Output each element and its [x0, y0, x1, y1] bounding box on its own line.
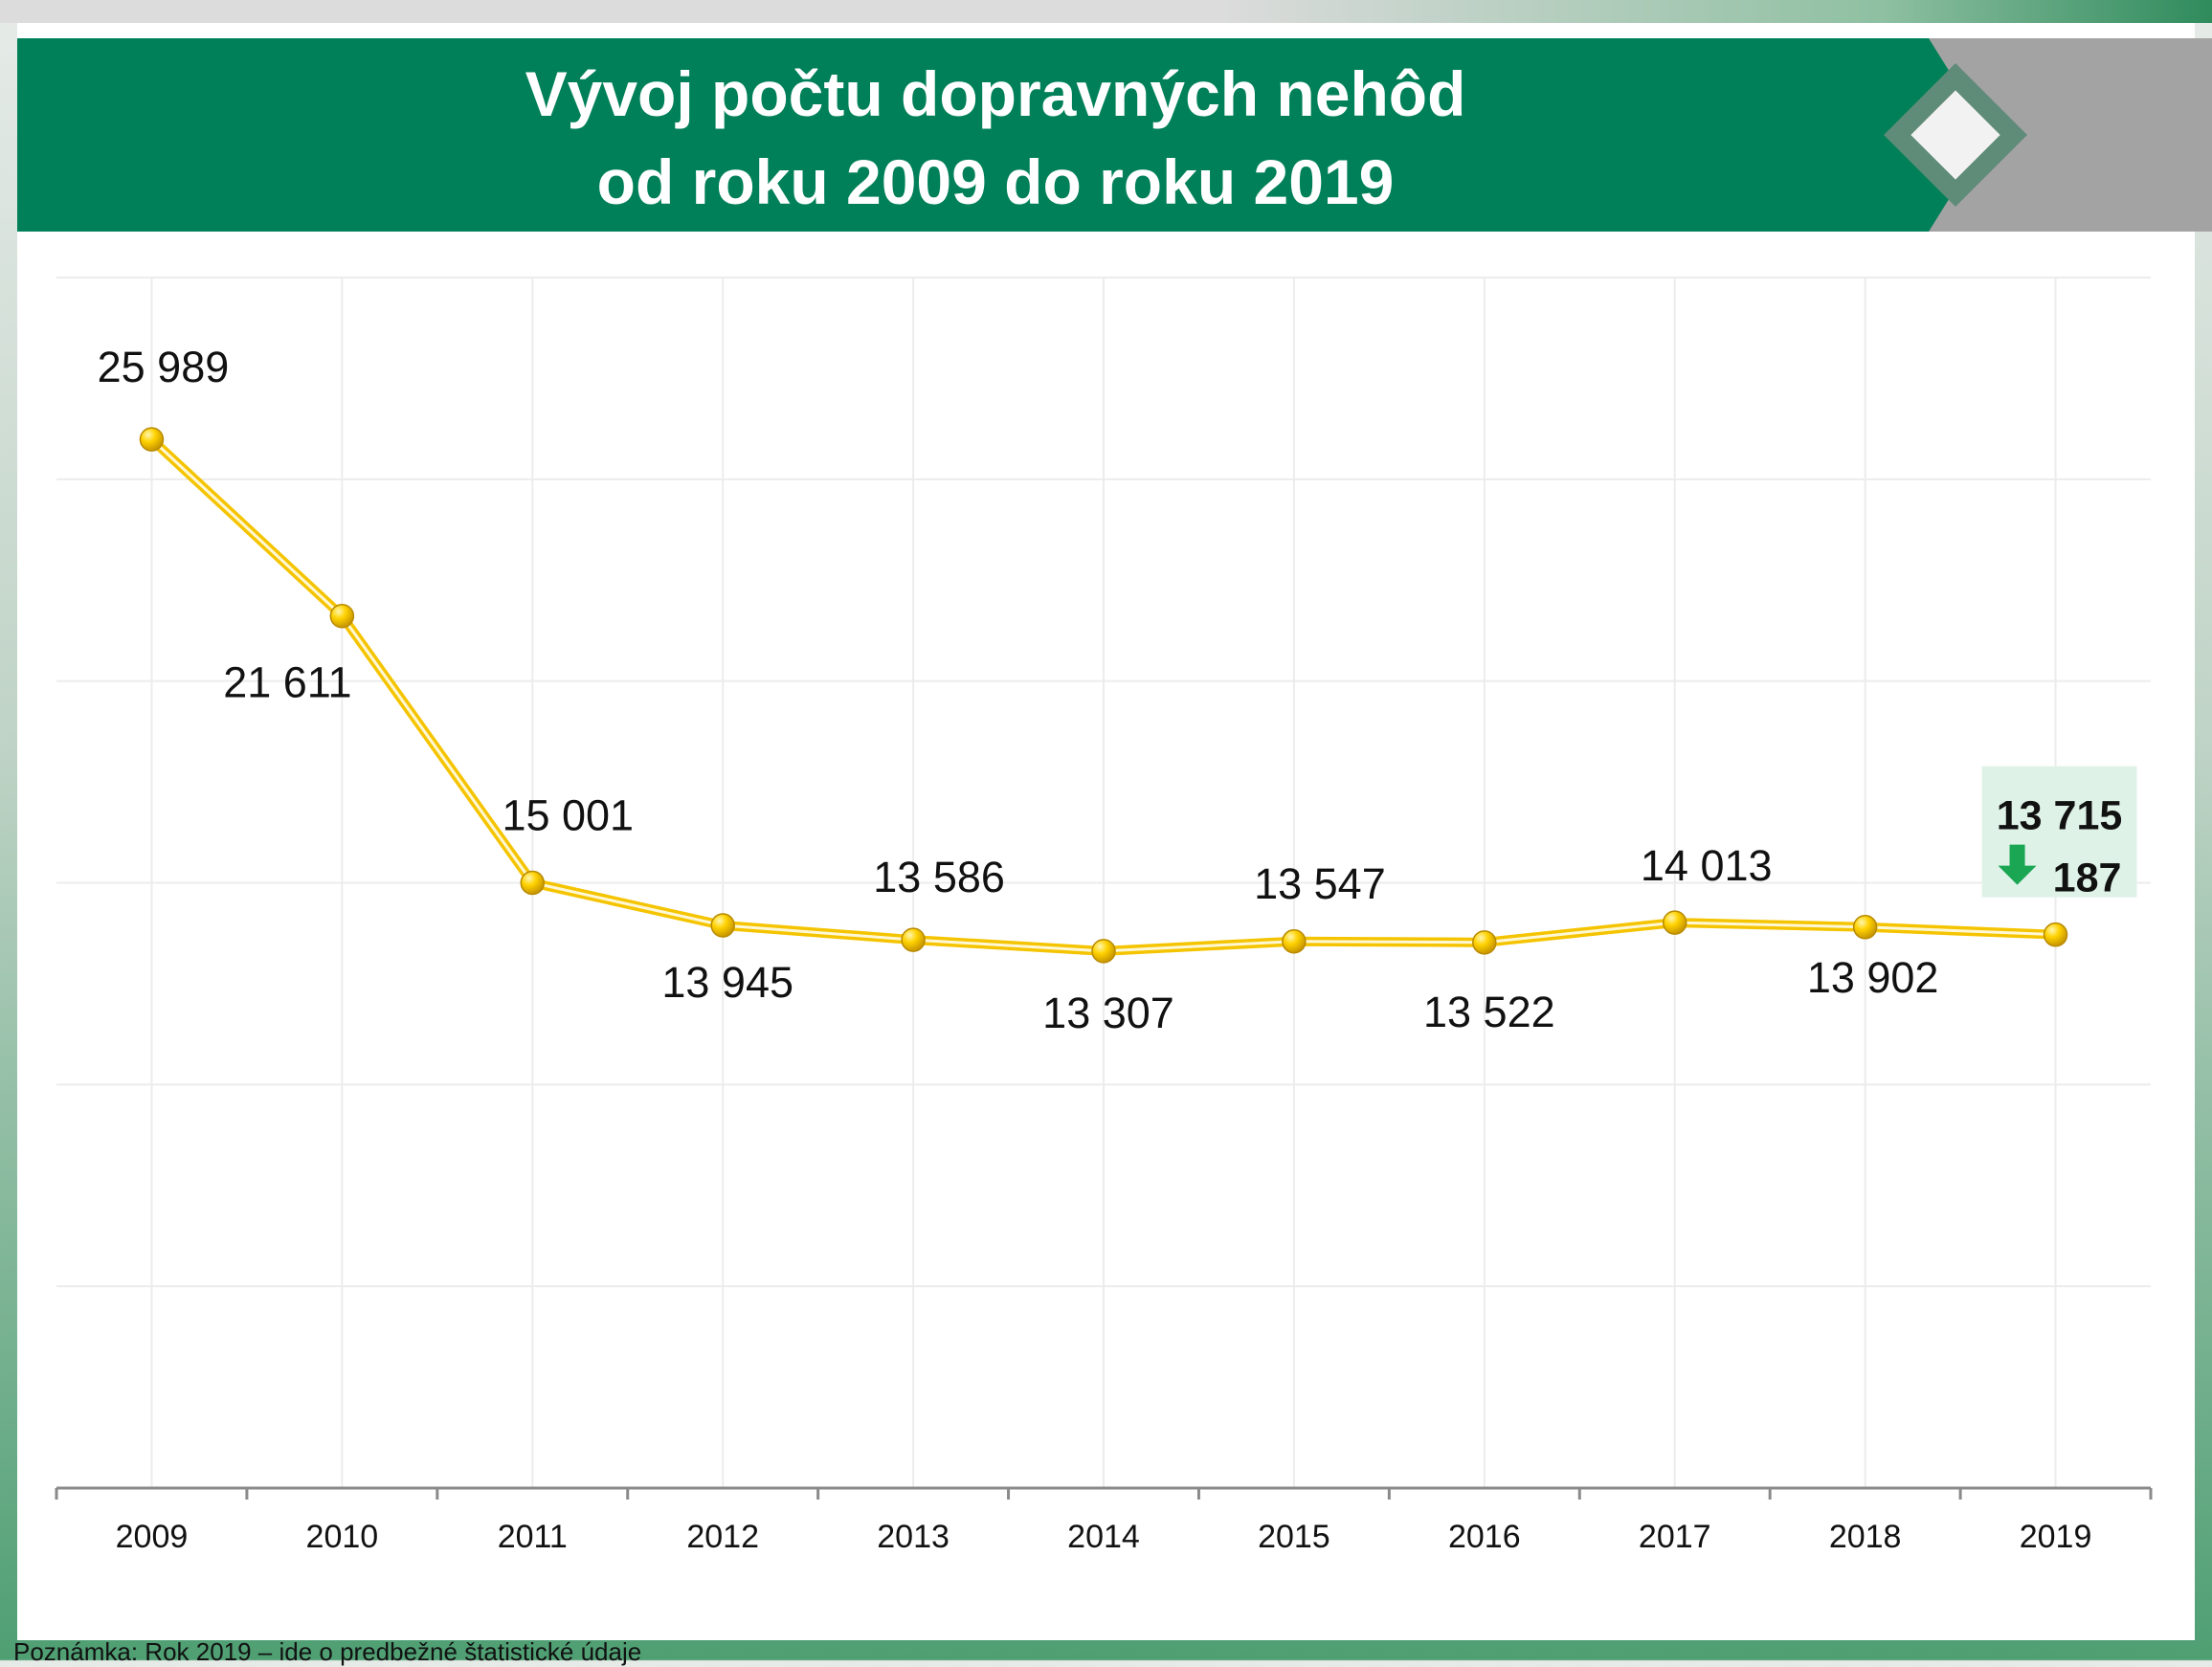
slide [17, 23, 2195, 1640]
down-arrow-icon [1998, 844, 2037, 885]
x-tick-label: 2012 [686, 1519, 759, 1555]
highlight-box [1981, 766, 2137, 898]
data-point [1091, 939, 1116, 964]
data-point [1472, 930, 1497, 955]
footnote: Poznámka: Rok 2019 – ide o predbežné šta… [13, 1637, 642, 1666]
highlight-change-label: 187 [2053, 856, 2122, 901]
data-label: 13 902 [1807, 953, 1939, 1002]
data-point [139, 427, 165, 452]
data-point [1852, 915, 1878, 940]
data-label: 25 989 [98, 343, 230, 391]
data-label: 13 945 [661, 958, 793, 1007]
highlight-value-label: 13 715 [1997, 793, 2123, 839]
data-label: 21 611 [223, 658, 351, 707]
x-tick-label: 2010 [306, 1519, 379, 1555]
chart-title-line-1: Vývoj počtu dopravných nehôd [525, 58, 1466, 129]
data-point [1662, 910, 1687, 935]
title-banner [17, 38, 1989, 232]
data-label: 13 522 [1423, 988, 1555, 1036]
chart-title-line-2: od roku 2009 do roku 2019 [596, 146, 1395, 217]
x-tick-label: 2016 [1448, 1519, 1521, 1555]
data-label: 14 013 [1641, 841, 1773, 890]
data-point [2043, 922, 2068, 947]
x-tick-label: 2019 [2020, 1519, 2092, 1555]
frame-top [0, 0, 2212, 23]
x-tick-label: 2013 [877, 1519, 950, 1555]
chart-title: Vývoj počtu dopravných nehôd od roku 200… [230, 50, 1761, 226]
data-point [901, 927, 926, 952]
x-tick-label: 2015 [1258, 1519, 1330, 1555]
data-point [1282, 929, 1307, 954]
data-label: 13 547 [1254, 859, 1386, 908]
x-tick-label: 2014 [1067, 1519, 1140, 1555]
data-point [329, 603, 355, 629]
x-tick-label: 2018 [1829, 1519, 1902, 1555]
x-tick-label: 2017 [1639, 1519, 1711, 1555]
data-point [710, 913, 735, 938]
data-point [520, 870, 546, 896]
data-label: 13 307 [1042, 989, 1174, 1037]
x-tick-label: 2009 [116, 1519, 189, 1555]
data-label: 15 001 [502, 790, 634, 839]
data-label: 13 586 [873, 853, 1005, 901]
x-tick-label: 2011 [498, 1519, 568, 1555]
